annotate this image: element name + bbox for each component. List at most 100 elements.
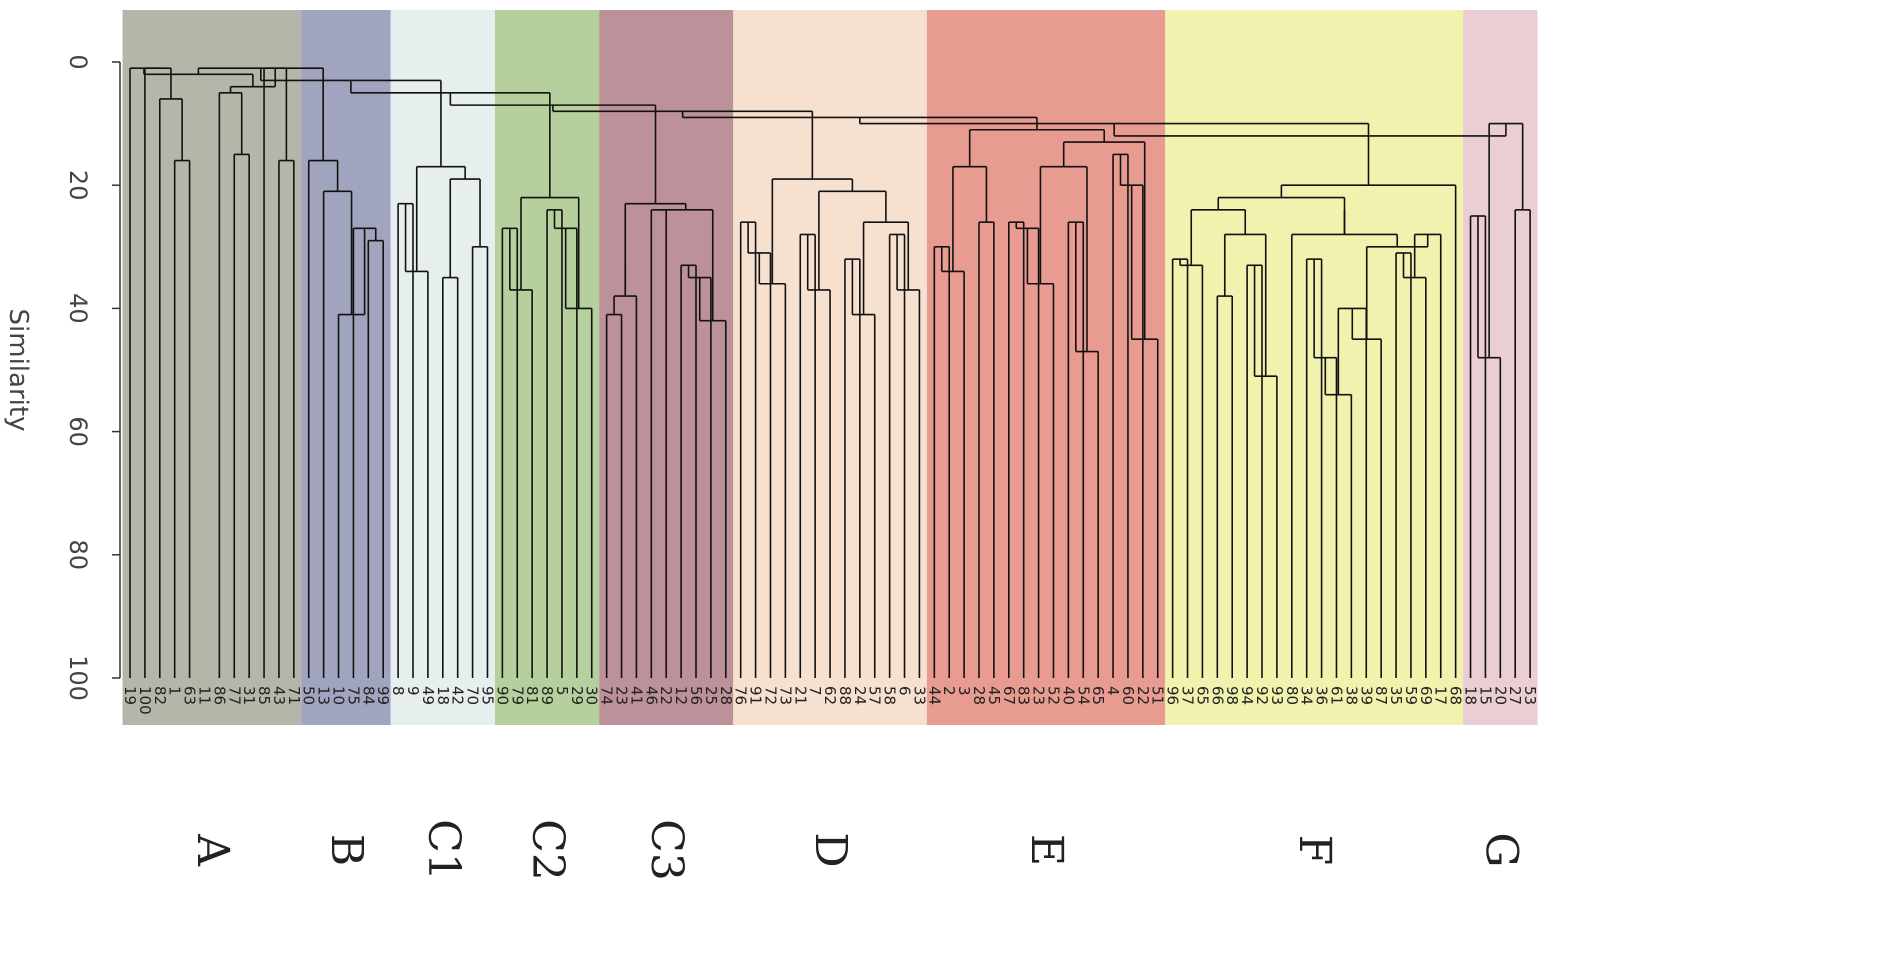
- leaf-label: 2: [940, 686, 958, 696]
- leaf-label: 75: [344, 686, 362, 705]
- leaf-label: 18: [434, 686, 452, 705]
- leaf-label: 29: [568, 686, 586, 705]
- y-tick-label: 40: [64, 293, 92, 324]
- leaf-label: 68: [1447, 686, 1465, 705]
- leaf-label: 82: [151, 686, 169, 705]
- y-tick-label: 80: [64, 540, 92, 571]
- leaf-label: 23: [1030, 686, 1048, 705]
- leaf-label: 54: [1074, 686, 1092, 705]
- leaf-label: 22: [657, 686, 675, 705]
- leaf-label: 30: [583, 686, 601, 705]
- leaf-label: 50: [300, 686, 318, 705]
- leaf-label: 44: [925, 686, 943, 705]
- cluster-label-c1: C1: [418, 819, 469, 881]
- leaf-label: 20: [1491, 686, 1509, 705]
- leaf-label: 28: [970, 686, 988, 705]
- leaf-label: 36: [1313, 686, 1331, 705]
- leaf-label: 39: [1357, 686, 1375, 705]
- leaf-label: 69: [1417, 686, 1435, 705]
- leaf-label: 65: [1089, 686, 1107, 705]
- cluster-band-a: [122, 10, 302, 725]
- leaf-label: 83: [1015, 686, 1033, 705]
- leaf-label: 11: [195, 686, 213, 705]
- y-tick-label: 0: [64, 54, 92, 69]
- leaf-label: 73: [776, 686, 794, 705]
- leaf-label: 62: [821, 686, 839, 705]
- leaf-label: 43: [270, 686, 288, 705]
- leaf-label: 21: [791, 686, 809, 705]
- leaf-label: 33: [910, 686, 928, 705]
- leaf-labels: 1910082163118677318543715013107584998949…: [121, 686, 1539, 715]
- leaf-label: 46: [642, 686, 660, 705]
- cluster-label-d: D: [805, 832, 856, 867]
- leaf-label: 91: [747, 686, 765, 705]
- leaf-label: 1: [166, 686, 184, 696]
- leaf-label: 41: [627, 686, 645, 705]
- leaf-label: 71: [285, 686, 303, 705]
- leaf-label: 12: [672, 686, 690, 705]
- leaf-label: 96: [1164, 686, 1182, 705]
- leaf-label: 3: [955, 686, 973, 696]
- leaf-label: 100: [136, 686, 154, 715]
- cluster-label-c3: C3: [641, 819, 692, 881]
- leaf-label: 87: [1372, 686, 1390, 705]
- leaf-label: 74: [598, 686, 616, 705]
- leaf-label: 6: [896, 686, 914, 696]
- axis-ticks: 0 20 40 60 80 100: [64, 54, 121, 701]
- leaf-label: 35: [1387, 686, 1405, 705]
- leaf-label: 76: [732, 686, 750, 705]
- leaf-label: 93: [1268, 686, 1286, 705]
- leaf-label: 81: [523, 686, 541, 705]
- leaf-label: 40: [1059, 686, 1077, 705]
- leaf-label: 59: [1402, 686, 1420, 705]
- leaf-label: 18: [1462, 686, 1480, 705]
- leaf-label: 79: [508, 686, 526, 705]
- leaf-label: 77: [225, 686, 243, 705]
- leaf-label: 24: [851, 686, 869, 705]
- cluster-label-b: B: [321, 834, 372, 866]
- y-tick-label: 60: [64, 416, 92, 447]
- leaf-label: 60: [1119, 686, 1137, 705]
- leaf-label: 37: [1179, 686, 1197, 705]
- leaf-label: 84: [359, 686, 377, 705]
- leaf-label: 95: [478, 686, 496, 705]
- cluster-label-g: G: [1475, 832, 1526, 867]
- leaf-label: 63: [181, 686, 199, 705]
- leaf-label: 65: [1193, 686, 1211, 705]
- leaf-label: 10: [330, 686, 348, 705]
- leaf-label: 85: [255, 686, 273, 705]
- leaf-label: 31: [240, 686, 258, 705]
- leaf-label: 42: [449, 686, 467, 705]
- leaf-label: 86: [210, 686, 228, 705]
- leaf-label: 70: [464, 686, 482, 705]
- leaf-label: 61: [1327, 686, 1345, 705]
- y-tick-label: 20: [64, 170, 92, 201]
- leaf-label: 52: [1044, 686, 1062, 705]
- leaf-label: 9: [404, 686, 422, 696]
- leaf-label: 8: [389, 686, 407, 696]
- leaf-label: 58: [881, 686, 899, 705]
- leaf-label: 34: [1298, 686, 1316, 705]
- cluster-band-f: [1165, 10, 1464, 725]
- leaf-label: 13: [315, 686, 333, 705]
- leaf-label: 67: [1000, 686, 1018, 705]
- leaf-label: 90: [493, 686, 511, 705]
- leaf-label: 51: [1149, 686, 1167, 705]
- leaf-label: 92: [1253, 686, 1271, 705]
- leaf-label: 98: [1223, 686, 1241, 705]
- leaf-label: 28: [717, 686, 735, 705]
- leaf-label: 7: [806, 686, 824, 696]
- leaf-label: 19: [121, 686, 139, 705]
- cluster-label-c2: C2: [522, 819, 573, 881]
- leaf-label: 27: [1506, 686, 1524, 705]
- leaf-label: 88: [836, 686, 854, 705]
- cluster-labels: A B C1 C2 C3 D E F G: [187, 819, 1526, 881]
- leaf-label: 49: [419, 686, 437, 705]
- cluster-label-e: E: [1021, 834, 1072, 866]
- leaf-label: 15: [1476, 686, 1494, 705]
- leaf-label: 66: [1208, 686, 1226, 705]
- cluster-label-a: A: [187, 833, 238, 867]
- leaf-label: 80: [1283, 686, 1301, 705]
